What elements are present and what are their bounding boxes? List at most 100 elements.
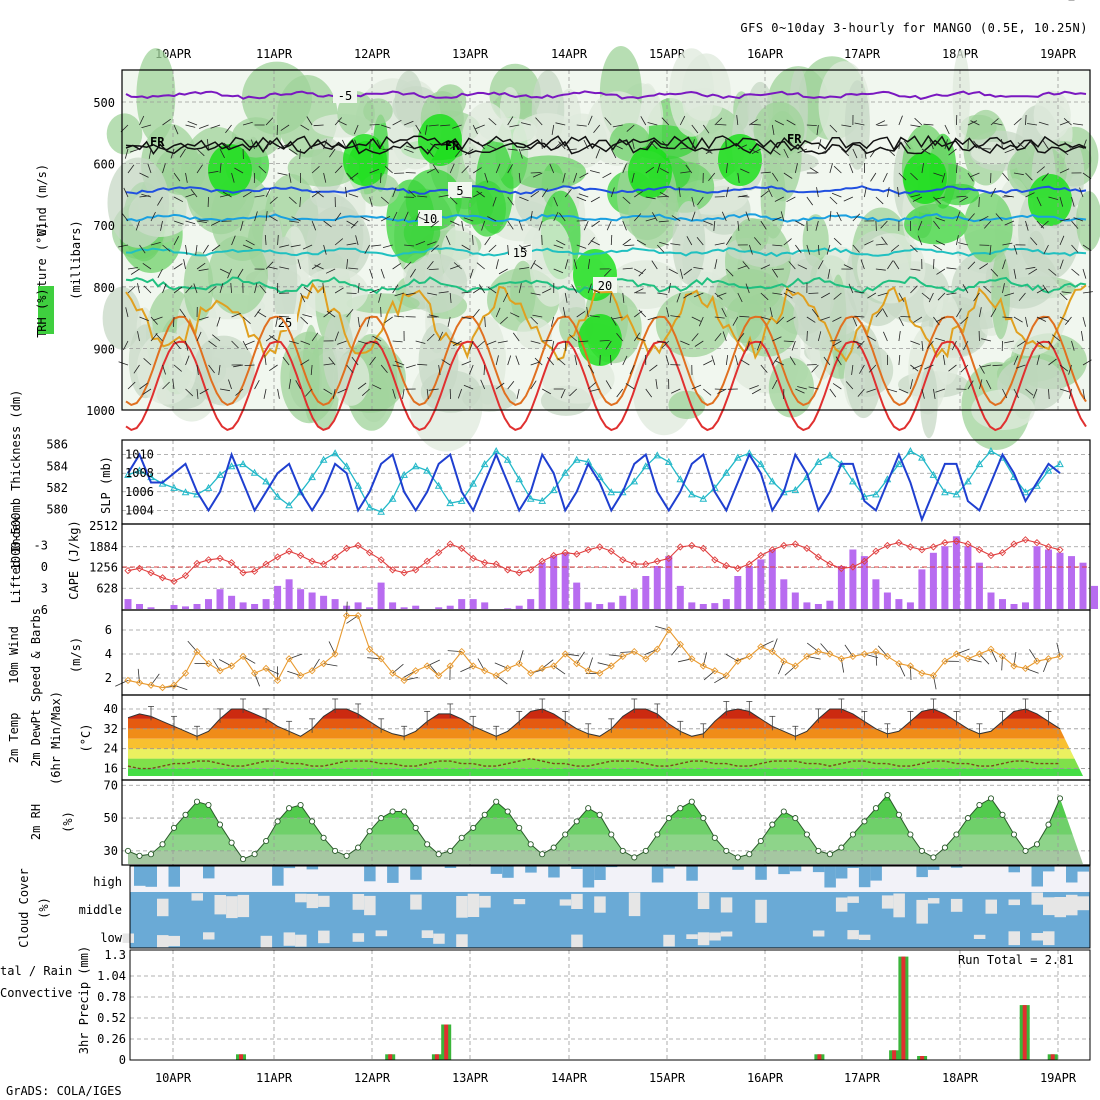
cape-bar — [1091, 585, 1098, 609]
thickness-point — [308, 473, 316, 481]
wind-barb — [461, 360, 472, 366]
wind-barb — [139, 115, 145, 126]
wind-barb — [1004, 148, 1015, 154]
wind-barb — [124, 148, 129, 159]
rh-point — [815, 847, 822, 854]
wind-barb — [240, 220, 244, 231]
wind-barb — [811, 364, 819, 373]
wind-speed-point — [849, 652, 857, 661]
wind-barb — [392, 119, 402, 126]
wind-barb — [127, 381, 136, 390]
wind-barb — [507, 148, 518, 151]
wind-barb — [680, 340, 690, 346]
wind-barb — [369, 268, 374, 279]
wind-barb — [488, 118, 497, 126]
wind-barb — [933, 316, 940, 326]
wind-barb — [342, 139, 347, 150]
wind-barb — [935, 196, 946, 200]
wind-barb — [1002, 242, 1013, 246]
wind-speed-point — [906, 662, 915, 670]
high-cloud-bar — [444, 866, 457, 868]
wind-barb — [716, 124, 727, 126]
wind-barb — [254, 308, 261, 318]
wind-speed-point — [216, 667, 224, 675]
wind-barb — [551, 340, 555, 351]
wind-barb — [593, 124, 601, 134]
wind-barb — [897, 187, 900, 198]
temp-tick-label: 40 — [104, 702, 118, 716]
li-tick-label: -3 — [34, 539, 48, 553]
wind-barb — [1059, 364, 1069, 372]
middle-cloud-gap — [157, 898, 169, 917]
lifted-index-point — [975, 546, 984, 554]
thickness-point — [480, 460, 489, 468]
wind-barb — [1013, 316, 1023, 323]
rh-shading-blob — [479, 117, 538, 144]
rh-point — [999, 811, 1006, 818]
wind-barb — [355, 235, 359, 246]
cape-bar — [550, 556, 558, 609]
footer-credit: GrADS: COLA/IGES — [6, 1084, 122, 1098]
high-cloud-bar — [410, 866, 422, 880]
wind-barb — [935, 217, 946, 222]
wind-barb — [1017, 142, 1026, 150]
wind-barb — [553, 268, 564, 274]
thickness-point — [296, 488, 305, 496]
wind-barb — [1048, 388, 1050, 400]
wind-barb — [1030, 237, 1038, 246]
lifted-index-point — [504, 566, 512, 574]
cape-bar — [952, 536, 960, 609]
lifted-index-point — [630, 560, 638, 568]
wind-speed-point — [619, 652, 627, 661]
freezing-level-label: FR — [787, 132, 802, 146]
wind-barb — [155, 333, 163, 342]
wind-barb — [760, 364, 768, 373]
wind-barb — [1002, 388, 1008, 399]
low-cloud-gap — [168, 935, 180, 947]
wind-barb — [980, 148, 991, 150]
wind-barb — [427, 241, 437, 246]
lifted-index-point — [722, 561, 730, 570]
wind-barb — [880, 220, 888, 229]
wind-speed-point — [285, 655, 293, 663]
wind-barb — [898, 354, 901, 366]
wind-barb — [350, 220, 359, 229]
cape-bar — [389, 602, 397, 609]
wind-barb — [1002, 283, 1005, 294]
wind-barb — [622, 267, 633, 270]
cape-bar — [170, 605, 178, 609]
wind-speed-point — [688, 655, 696, 663]
wind-barb — [809, 167, 819, 174]
wind-barb — [196, 164, 203, 174]
wind-barb — [346, 242, 357, 246]
date-label-bottom: 15APR — [649, 1071, 686, 1085]
temp-label-line2: 2m DewPt — [29, 709, 43, 767]
cape-bar — [147, 607, 155, 609]
wind-barb — [622, 292, 625, 303]
low-cloud-gap — [157, 935, 169, 948]
thickness-point — [964, 477, 972, 485]
wind-barb — [275, 316, 278, 327]
cape-bar — [469, 599, 477, 609]
lifted-index-point — [780, 541, 788, 550]
wind-barb — [1042, 284, 1049, 294]
wind-barb — [371, 384, 382, 390]
wind-barb — [426, 148, 434, 158]
lifted-index-point — [239, 569, 247, 577]
slp-tick-label: 1004 — [125, 503, 154, 517]
wind-barb — [464, 148, 474, 156]
wind-speed-point — [400, 676, 408, 685]
li-tick-label: 0 — [41, 560, 48, 574]
wind-barb — [381, 124, 391, 129]
wind-barb — [447, 316, 451, 327]
high-cloud-bar — [272, 866, 284, 886]
wind-barb — [737, 220, 740, 231]
temp-tick-label: 24 — [104, 742, 118, 756]
wind-barb — [179, 148, 186, 158]
wind-barb — [254, 380, 260, 390]
wind-barb — [665, 355, 670, 366]
high-cloud-bar — [582, 866, 595, 888]
cape-bar — [481, 602, 489, 609]
wind-barb — [461, 220, 464, 231]
precip-convective-bar — [239, 1054, 243, 1060]
